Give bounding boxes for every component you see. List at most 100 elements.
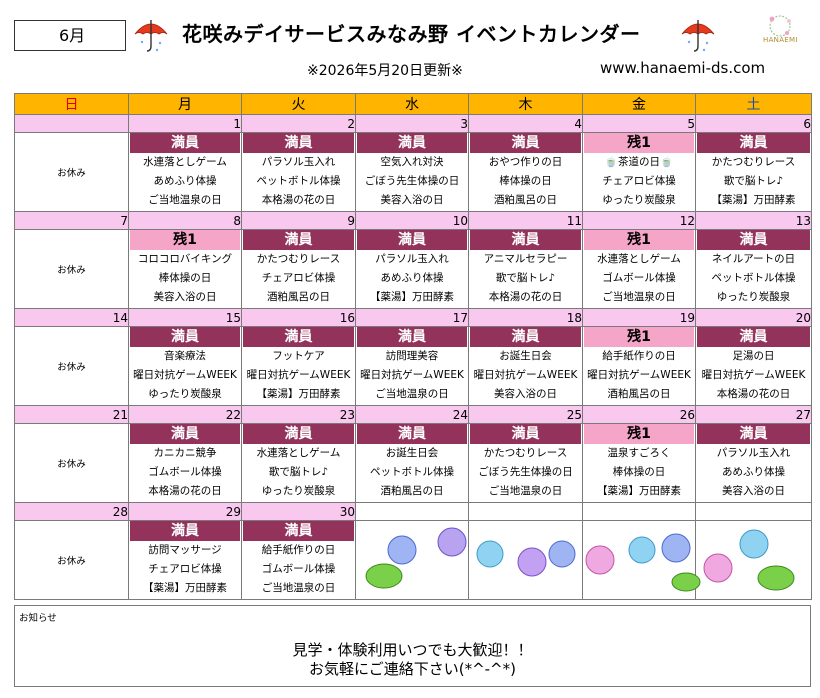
event-item: 給手紙作りの日	[602, 350, 676, 362]
event-item: ゆったり炭酸泉	[148, 388, 222, 400]
day-cell: 残1 コロコロバイキング 棒体操の日 美容入浴の日	[128, 229, 242, 309]
event-item: ご当地温泉の日	[148, 194, 222, 206]
event-item: ご当地温泉の日	[488, 485, 563, 497]
remaining-one-badge: 残1	[130, 230, 240, 250]
full-badge: 満員	[243, 230, 354, 250]
event-item: お誕生日会	[385, 447, 439, 459]
day-cell: 満員 かたつむりレース ごぼう先生体操の日 ご当地温泉の日	[468, 423, 583, 503]
full-badge: 満員	[357, 133, 467, 153]
full-badge: 満員	[243, 133, 354, 153]
day-cell: 満員 カニカニ競争 ゴムボール体操 本格湯の花の日	[128, 423, 242, 503]
day-cell: 満員音楽療法曜日対抗ゲームWEEK ゆったり炭酸泉	[128, 326, 242, 406]
event-item: 水連落としゲーム	[143, 156, 227, 168]
logo-text: HANAEMI	[763, 36, 798, 44]
date-number: 12	[582, 211, 696, 230]
day-cell: 満員 給手紙作りの日 ゴムボール体操 ご当地温泉の日	[241, 520, 356, 600]
day-cell: お休み	[14, 229, 129, 309]
date-row: 28 29 30	[14, 502, 812, 521]
day-cell: 満員 水連落としゲーム 歌で脳トレ♪ ゆったり炭酸泉	[241, 423, 356, 503]
event-item: ペットボトル体操	[711, 272, 796, 284]
update-date: ※2026年5月20日更新※	[307, 63, 463, 79]
closed-label: お休み	[57, 459, 86, 470]
event-item: ゆったり炭酸泉	[716, 291, 791, 303]
event-item: 水連落としゲーム	[597, 253, 681, 265]
weekday-header-row: 日 月 火 水 木 金 土	[14, 93, 812, 115]
hydrangea-flower-icon	[387, 527, 769, 583]
event-item: 歌で脳トレ♪	[723, 175, 784, 187]
event-item: 美容入浴の日	[153, 291, 217, 303]
event-row: お休み 満員 音楽療法 曜日対抗ゲームWEEK ゆったり炭酸泉 満員 フットケア 曜日対抗ゲー…	[14, 326, 812, 406]
date-number: 20	[695, 308, 812, 327]
event-item: 【薬湯】万田酵素	[143, 582, 227, 594]
day-cell: お休み	[14, 326, 129, 406]
event-item: 酒粕風呂の日	[494, 194, 557, 206]
month-label: 6月	[14, 20, 126, 51]
date-number: 10	[355, 211, 469, 230]
event-item: チェアロビ体操	[602, 175, 676, 187]
event-item: 音楽療法	[164, 350, 206, 362]
date-number	[695, 502, 812, 521]
date-number: 23	[241, 405, 356, 424]
day-cell: 満員 水連落としゲーム あめふり体操 ご当地温泉の日	[128, 132, 242, 212]
event-item: 【薬湯】万田酵素	[711, 194, 796, 206]
day-cell: お休み	[14, 132, 129, 212]
date-number: 7	[14, 211, 129, 230]
day-cell: 満員 足湯の日 曜日対抗ゲームWEEK 本格湯の花の日	[695, 326, 812, 406]
event-item: ゴムボール体操	[261, 563, 336, 575]
event-item: かたつむりレース	[711, 156, 796, 168]
event-item: パラソル玉入れ	[716, 447, 791, 459]
full-badge: 満員	[697, 230, 810, 250]
date-number: 8	[128, 211, 242, 230]
full-badge: 満員	[357, 327, 467, 347]
event-item: あめふり体操	[380, 272, 444, 284]
notice-line-1: 見学・体験利用いつでも大歓迎！！	[292, 641, 533, 659]
event-item: 訪問理美容	[385, 350, 439, 362]
umbrella-icon	[134, 20, 168, 52]
full-badge: 満員	[357, 230, 467, 250]
day-cell: 満員 パラソル玉入れ あめふり体操 【薬湯】万田酵素	[355, 229, 469, 309]
date-row: 7 8 9 10 11 12 13	[14, 211, 812, 230]
full-badge: 満員	[130, 327, 240, 347]
full-badge: 満員	[470, 133, 581, 153]
event-item: 【薬湯】万田酵素	[370, 291, 454, 303]
event-item: 温泉すごろく	[607, 447, 671, 459]
event-item: 曜日対抗ゲームWEEK	[133, 369, 237, 381]
website-url[interactable]: www.hanaemi-ds.com	[600, 59, 766, 77]
weekday-friday: 金	[582, 93, 696, 115]
page-title: 花咲みデイサービスみなみ野 イベントカレンダー	[182, 22, 641, 46]
event-item: フットケア	[272, 350, 325, 362]
event-row: お休み 残1 コロコロバイキング 棒体操の日 美容入浴の日 満員 かたつむりレース チェアロビ…	[14, 229, 812, 309]
full-badge: 満員	[697, 424, 810, 444]
event-item: 給手紙作りの日	[261, 544, 336, 556]
day-cell: 残1 給手紙作りの日 曜日対抗ゲームWEEK 酒粕風呂の日	[582, 326, 696, 406]
event-item: 空気入れ対決	[380, 156, 444, 168]
event-item: 美容入浴の日	[494, 388, 557, 400]
full-badge: 満員	[470, 327, 581, 347]
event-item: 酒粕風呂の日	[380, 485, 444, 497]
closed-label: お休み	[57, 168, 86, 179]
day-cell: 残1 水連落としゲーム ゴムボール体操 ご当地温泉の日	[582, 229, 696, 309]
event-item: 本格湯の花の日	[148, 485, 222, 497]
event-item: 🍵茶道の日🍵	[604, 156, 674, 168]
notice-label: お知らせ	[19, 613, 57, 624]
event-row: お休み 満員 カニカニ競争 ゴムボール体操 本格湯の花の日 満員 水連落としゲーム 歌で脳トレ…	[14, 423, 812, 503]
event-item: カニカニ競争	[153, 447, 217, 459]
date-number: 6	[695, 114, 812, 133]
remaining-one-badge: 残1	[584, 133, 694, 153]
date-number: 24	[355, 405, 469, 424]
event-item: チェアロビ体操	[261, 272, 336, 284]
event-item: 訪問マッサージ	[148, 544, 222, 556]
weekday-monday: 月	[128, 93, 242, 115]
closed-label: お休み	[57, 362, 86, 373]
day-cell: 満員 お誕生日会 曜日対抗ゲームWEEK 美容入浴の日	[468, 326, 583, 406]
closed-label: お休み	[57, 265, 86, 276]
date-number: 15	[128, 308, 242, 327]
date-number: 29	[128, 502, 242, 521]
day-cell: お休み	[14, 520, 129, 600]
day-cell: 満員 かたつむりレース チェアロビ体操 酒粕風呂の日	[241, 229, 356, 309]
event-item: ペットボトル体操	[370, 466, 454, 478]
day-cell: 満員 かたつむりレース 歌で脳トレ♪ 【薬湯】万田酵素	[695, 132, 812, 212]
date-number	[468, 502, 583, 521]
event-item: ペットボトル体操	[256, 175, 341, 187]
event-item: ゴムボール体操	[602, 272, 676, 284]
